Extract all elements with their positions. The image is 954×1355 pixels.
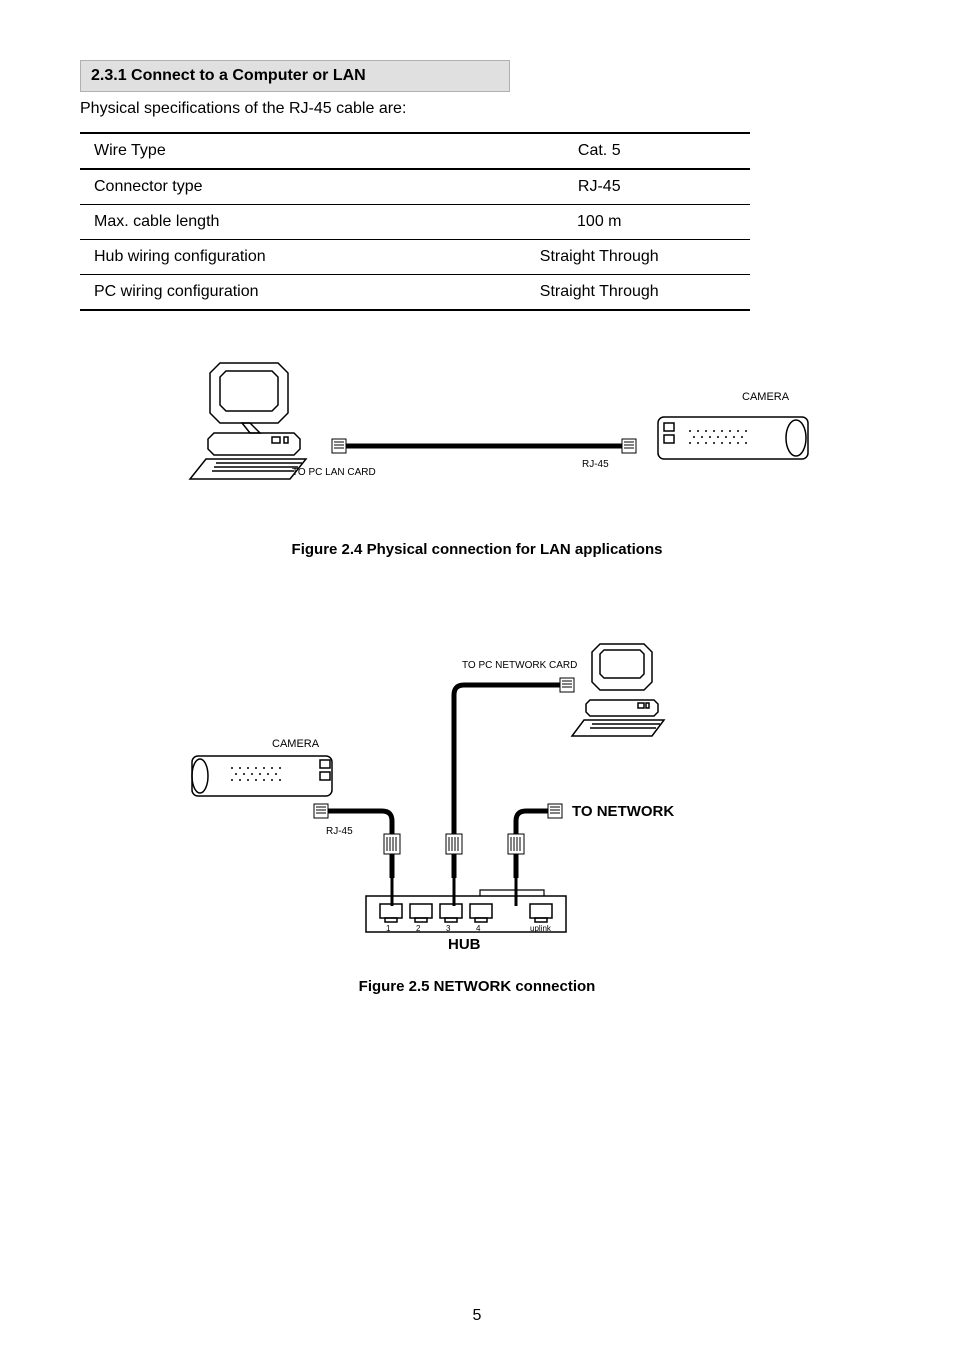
rj45-plug-icon bbox=[446, 834, 462, 854]
row-label: Connector type bbox=[80, 169, 449, 205]
camera-icon bbox=[658, 417, 808, 459]
rj45-label: RJ-45 bbox=[326, 826, 353, 837]
row-label: Hub wiring configuration bbox=[80, 240, 449, 275]
rj45-connector-icon bbox=[622, 439, 636, 453]
pc-network-label: TO PC NETWORK CARD bbox=[462, 660, 577, 671]
figure-caption-1: Figure 2.4 Physical connection for LAN a… bbox=[80, 541, 874, 558]
row-value: RJ-45 bbox=[449, 169, 751, 205]
rj45-plug-icon bbox=[508, 834, 524, 854]
row-value: Straight Through bbox=[449, 275, 751, 311]
page-number: 5 bbox=[0, 1307, 954, 1325]
row-label: PC wiring configuration bbox=[80, 275, 449, 311]
port-label: uplink bbox=[530, 924, 551, 933]
spec-table: Wire Type Cat. 5 Connector type RJ-45 Ma… bbox=[80, 132, 750, 311]
port-label: 3 bbox=[446, 924, 450, 933]
port-label: 4 bbox=[476, 924, 480, 933]
row-value: 100 m bbox=[449, 205, 751, 240]
table-header-label: Wire Type bbox=[80, 133, 449, 169]
camera-label: CAMERA bbox=[272, 738, 319, 750]
diagram-lan: TO PC LAN CARD RJ-45 CAMERA bbox=[142, 351, 812, 521]
camera-icon bbox=[192, 756, 332, 796]
table-row: Hub wiring configuration Straight Throug… bbox=[80, 240, 750, 275]
table-row: Connector type RJ-45 bbox=[80, 169, 750, 205]
to-network-label: TO NETWORK bbox=[572, 803, 674, 820]
table-row: PC wiring configuration Straight Through bbox=[80, 275, 750, 311]
port-label: 1 bbox=[386, 924, 390, 933]
camera-label: CAMERA bbox=[742, 391, 789, 403]
table-row: Max. cable length 100 m bbox=[80, 205, 750, 240]
section-title: 2.3.1 Connect to a Computer or LAN bbox=[80, 60, 510, 92]
table-header-value: Cat. 5 bbox=[449, 133, 751, 169]
port-label: 2 bbox=[416, 924, 420, 933]
table-header-row: Wire Type Cat. 5 bbox=[80, 133, 750, 169]
row-value: Straight Through bbox=[449, 240, 751, 275]
cable-icon bbox=[454, 685, 560, 878]
pc-icon bbox=[190, 363, 306, 479]
pc-icon bbox=[572, 644, 664, 736]
row-label: Max. cable length bbox=[80, 205, 449, 240]
rj45-label: RJ-45 bbox=[582, 459, 609, 470]
intro-text: Physical specifications of the RJ-45 cab… bbox=[80, 100, 874, 118]
diagram-network: TO PC NETWORK CARD CAMERA RJ-45 TO NETWO… bbox=[142, 638, 812, 958]
rj45-connector-icon bbox=[548, 804, 562, 818]
rj45-connector-icon bbox=[314, 804, 328, 818]
figure-caption-2: Figure 2.5 NETWORK connection bbox=[80, 978, 874, 995]
rj45-connector-icon bbox=[332, 439, 346, 453]
hub-label: HUB bbox=[448, 936, 481, 953]
cable-icon bbox=[328, 811, 392, 878]
pc-lan-label: TO PC LAN CARD bbox=[292, 467, 376, 478]
rj45-plug-icon bbox=[384, 834, 400, 854]
rj45-connector-icon bbox=[560, 678, 574, 692]
